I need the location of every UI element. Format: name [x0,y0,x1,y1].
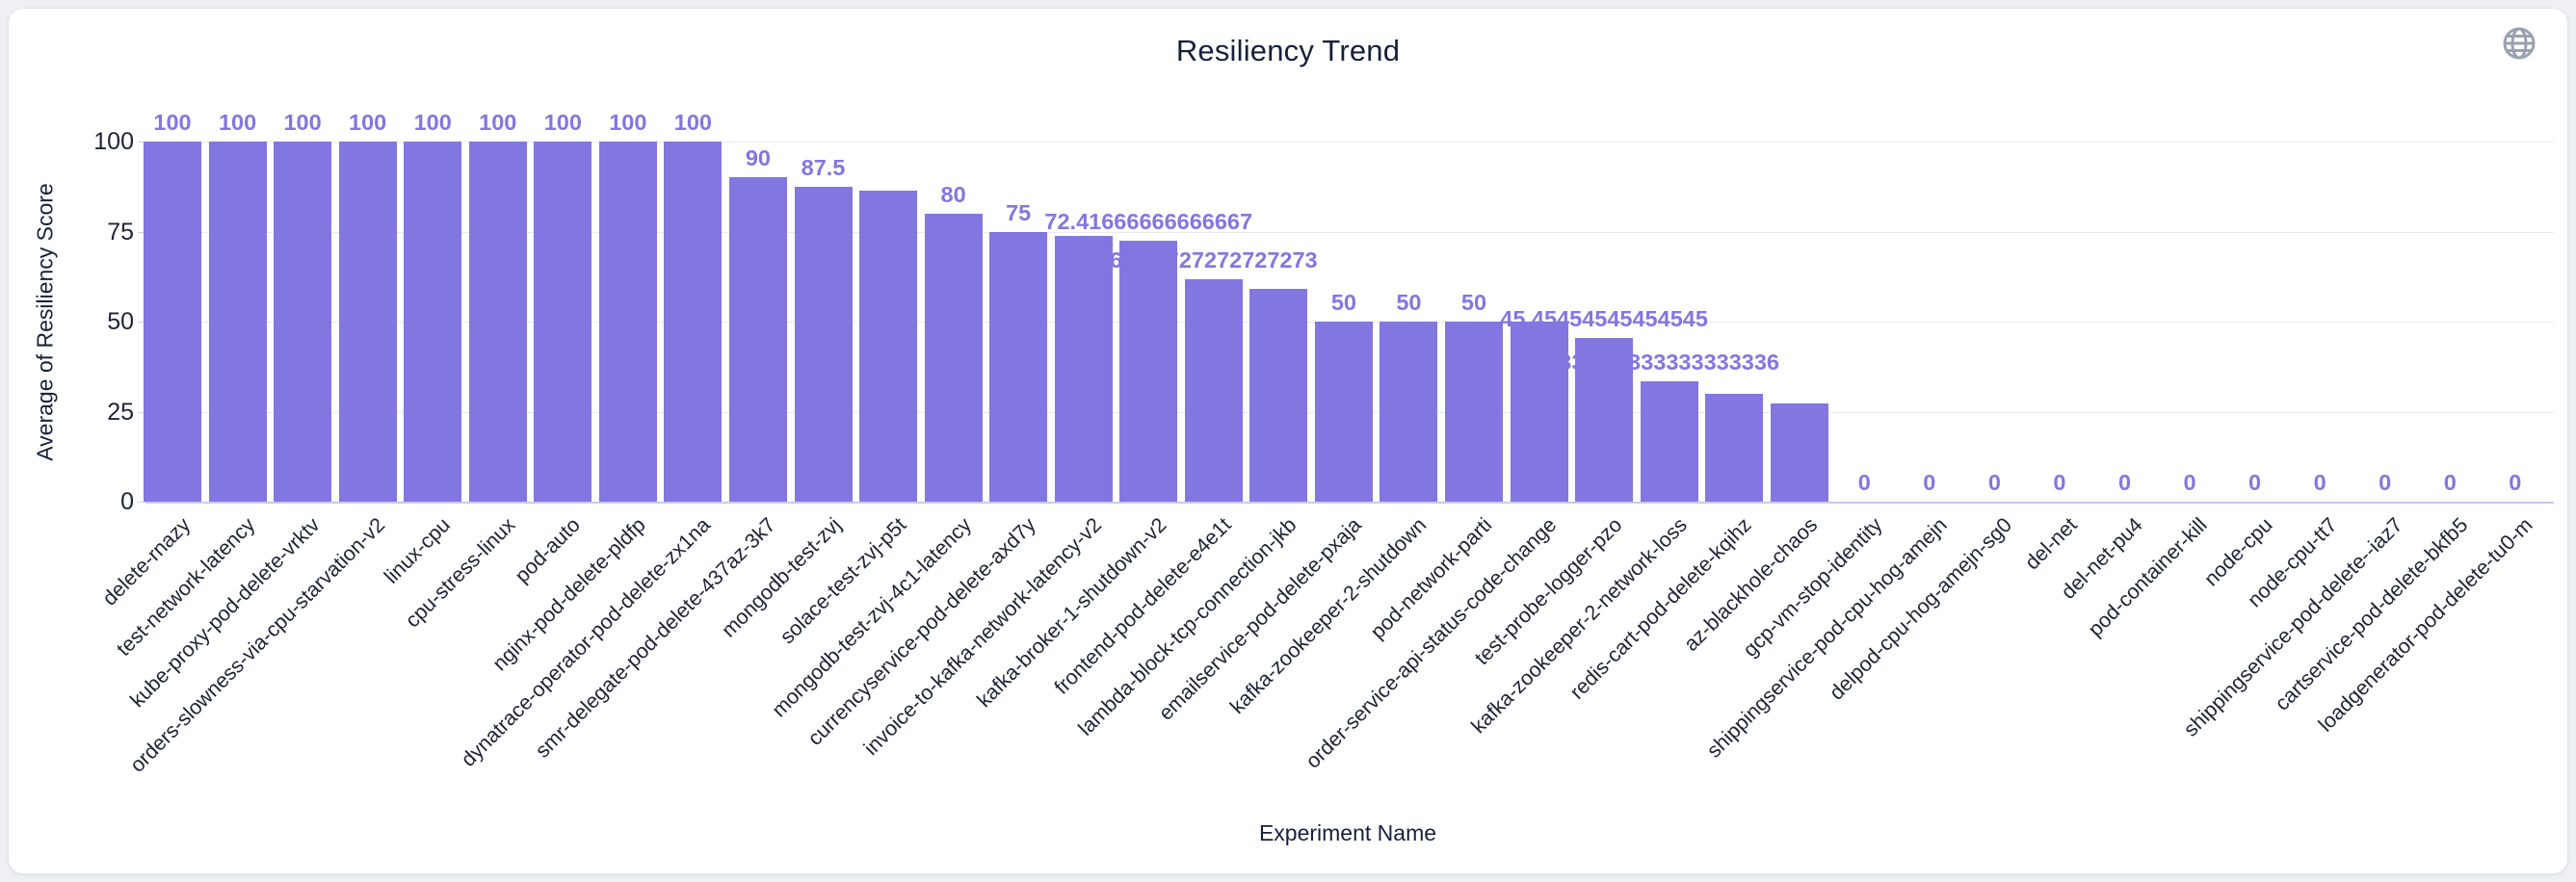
bar-value-label-gcp-vm-stop-identity: 0 [1857,470,1871,495]
bar-value-label-orders-slowness-via-cpu-starvation-v2: 100 [349,110,387,135]
bar-value-label-del-net-pu4: 0 [2117,470,2132,495]
bar-pod-network-parti[interactable] [1445,322,1503,502]
globe-icon [2503,27,2536,60]
bar-solace-test-zvj-p5t[interactable] [859,191,918,502]
bar-value-label-kafka-zookeeper-2-shutdown: 50 [1396,290,1422,315]
bar-value-label-delpod-cpu-hog-amejn-sg0: 0 [1987,470,2001,495]
x-axis-label-shippingservice-pod-cpu-hog-amejn: shippingservice-pod-cpu-hog-amejn [1702,513,1952,763]
bar-value-label-smr-delegate-pod-delete-437az-3k7: 90 [745,145,771,171]
y-tick-label-25: 25 [107,398,134,426]
x-axis-label-mongodb-test-zvj: mongodb-test-zvj [716,513,846,642]
bar-mongodb-test-zvj-4c1-latency[interactable] [924,213,983,502]
bar-pod-auto[interactable] [534,142,592,502]
globe-button[interactable] [2500,24,2538,63]
bar-value-label-mongodb-test-zvj-4c1-latency: 80 [940,181,966,207]
bar-emailservice-pod-delete-pxaja[interactable] [1314,322,1373,502]
x-axis-label-invoice-to-kafka-network-latency-v2: invoice-to-kafka-network-latency-v2 [858,513,1106,761]
x-axis-label-smr-delegate-pod-delete-437az-3k7: smr-delegate-pod-delete-437az-3k7 [531,513,780,763]
bar-value-label-currencyservice-pod-delete-axd7y: 75 [1006,199,1032,225]
y-tick-label-0: 0 [120,488,134,515]
bar-redis-cart-pod-delete-kqihz[interactable] [1705,393,1764,502]
y-tick-mark [138,142,145,143]
y-tick-label-100: 100 [93,128,134,155]
bar-nginx-pod-delete-pldfp[interactable] [598,142,657,502]
x-axis-title: Experiment Name [1258,820,1437,845]
bar-value-label-kube-proxy-pod-delete-vrktv: 100 [283,110,322,135]
bar-smr-delegate-pod-delete-437az-3k7[interactable] [728,177,787,502]
bar-value-label-kafka-zookeeper-2-network-loss: 33.333333333333336 [1559,350,1779,376]
bar-value-label-shippingservice-pod-delete--iaz7: 0 [2379,470,2392,495]
x-axis-label-del-net: del-net [2020,513,2082,575]
x-axis-baseline [145,502,2554,504]
y-tick-mark [138,231,145,233]
bar-value-label-mongodb-test-zvj: 87.5 [801,154,846,180]
bar-value-label-pod-container-kill: 0 [2183,470,2196,495]
bar-value-label-node-cpu: 0 [2248,470,2262,495]
bar-az-blackhole-chaos[interactable] [1770,402,1828,502]
bar-kafka-zookeeper-2-network-loss[interactable] [1640,381,1698,502]
bar-value-label-node-cpu-tt7: 0 [2313,470,2326,495]
bar-value-label-emailservice-pod-delete-pxaja: 50 [1330,290,1356,315]
bar-dynatrace-operator-pod-delete-zx1na[interactable] [664,142,723,502]
gridline-100 [145,142,2554,143]
bar-lambda-block-tcp-connection-jkb[interactable] [1249,289,1308,502]
bar-value-label-pod-auto: 100 [543,110,582,135]
bar-value-label-delete-rnazy: 100 [153,110,192,135]
x-axis-label-pod-container-kill: pod-container-kill [2084,513,2213,641]
bar-kafka-broker-1-shutdown-v2[interactable] [1119,241,1178,502]
bar-kafka-zookeeper-2-shutdown[interactable] [1380,322,1438,502]
bar-currencyservice-pod-delete-axd7y[interactable] [989,231,1048,502]
bar-value-label-loadgenerator-pod-delete-tu0-m: 0 [2509,470,2522,495]
y-tick-mark [138,411,145,413]
bar-delete-rnazy[interactable] [144,142,201,502]
y-tick-mark [138,322,145,323]
bar-frontend-pod-delete-e4e1t[interactable] [1184,279,1243,502]
x-axis-label-pod-network-parti: pod-network-parti [1365,513,1496,644]
bar-value-label-frontend-pod-delete-e4e1t: 61.72727272727273 [1109,247,1318,273]
bar-value-label-kafka-broker-1-shutdown-v2: 72.41666666666667 [1044,209,1253,235]
bar-linux-cpu[interactable] [404,142,462,502]
y-tick-mark [138,502,145,503]
bar-value-label-cpu-stress-linux: 100 [479,110,517,135]
bar-mongodb-test-zvj[interactable] [794,186,853,502]
bar-cpu-stress-linux[interactable] [468,142,527,502]
bar-value-label-del-net: 0 [2053,470,2066,495]
bar-order-service-api-status-code-change[interactable] [1510,322,1568,502]
chart-card: Resiliency Trend Average of Resiliency S… [8,8,2568,874]
bar-value-label-nginx-pod-delete-pldfp: 100 [609,110,647,135]
bar-invoice-to-kafka-network-latency-v2[interactable] [1054,236,1113,502]
bar-value-label-test-probe-logger-pzo: 45.45454545454545 [1500,306,1708,331]
bar-value-label-dynatrace-operator-pod-delete-zx1na: 100 [673,110,712,135]
y-tick-label-50: 50 [107,308,134,335]
bar-value-label-cartservice-pod-delete-bkfb5: 0 [2443,470,2457,495]
bar-value-label-test-network-latency: 100 [218,110,257,135]
bar-test-network-latency[interactable] [208,142,267,502]
bar-test-probe-logger-pzo[interactable] [1575,338,1634,502]
bar-orders-slowness-via-cpu-starvation-v2[interactable] [338,142,397,502]
gridline-75 [145,231,2554,233]
y-tick-label-75: 75 [107,218,134,246]
bar-kube-proxy-pod-delete-vrktv[interactable] [274,142,332,502]
bar-value-label-linux-cpu: 100 [413,110,452,135]
chart-title: Resiliency Trend [1175,34,1401,67]
bar-value-label-pod-network-parti: 50 [1460,290,1487,315]
bar-value-label-shippingservice-pod-cpu-hog-amejn: 0 [1923,470,1936,495]
